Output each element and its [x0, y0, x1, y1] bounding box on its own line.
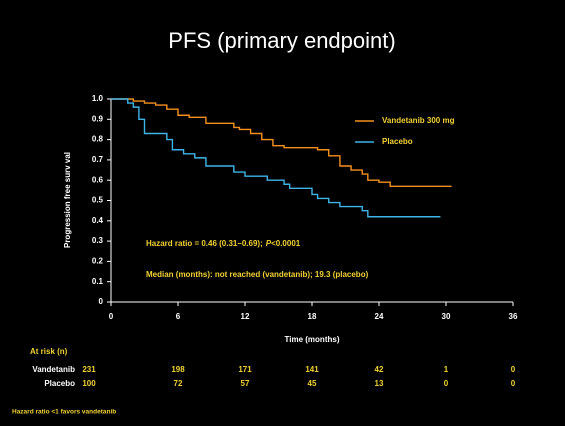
p-value: <0.0001 — [271, 239, 301, 248]
median-note: Median (months): not reached (vandetanib… — [146, 270, 369, 279]
y-tick-label: 0.1 — [92, 277, 104, 286]
x-tick-label: 24 — [375, 312, 384, 321]
y-tick-label: 0.4 — [92, 216, 104, 225]
at-risk-count: 72 — [174, 379, 183, 388]
at-risk-count: 171 — [238, 365, 252, 374]
at-risk-title: At risk (n) — [30, 347, 68, 356]
y-tick-label: 0.7 — [92, 155, 104, 164]
hazard-ratio: Hazard ratio = 0.46 (0.31–0.69); P<0.0001 — [146, 239, 301, 248]
at-risk-count: 13 — [375, 379, 384, 388]
at-risk-count: 231 — [82, 365, 96, 374]
y-tick-label: 0 — [99, 297, 104, 306]
legend-label: Placebo — [382, 137, 413, 146]
at-risk-count: 1 — [444, 365, 449, 374]
x-tick-label: 36 — [509, 312, 518, 321]
y-tick-label: 0.5 — [92, 196, 104, 205]
at-risk-count: 100 — [82, 379, 96, 388]
at-risk-count: 0 — [511, 365, 516, 374]
x-tick-label: 18 — [308, 312, 317, 321]
at-risk-name: Placebo — [44, 379, 75, 388]
y-tick-label: 0.9 — [92, 114, 104, 123]
chart-title: PFS (primary endpoint) — [168, 28, 395, 53]
footnote: Hazard ratio <1 favors vandetanib — [12, 409, 116, 416]
y-tick-label: 0.8 — [92, 135, 104, 144]
x-tick-label: 0 — [109, 312, 114, 321]
y-tick-label: 1.0 — [92, 94, 104, 103]
x-tick-label: 30 — [442, 312, 451, 321]
at-risk-count: 0 — [444, 379, 449, 388]
at-risk-name: Vandetanib — [32, 365, 75, 374]
at-risk-count: 45 — [308, 379, 317, 388]
at-risk-count: 198 — [171, 365, 185, 374]
legend-label: Vandetanib 300 mg — [382, 116, 455, 125]
km-curve — [111, 98, 452, 187]
y-tick-label: 0.3 — [92, 236, 104, 245]
at-risk-count: 42 — [375, 365, 384, 374]
at-risk-count: 0 — [511, 379, 516, 388]
y-tick-label: 0.6 — [92, 175, 104, 184]
at-risk-count: 57 — [241, 379, 250, 388]
y-tick-label: 0.2 — [92, 257, 104, 266]
p-label: P — [266, 239, 272, 248]
y-axis-label: Progression free surv val — [63, 152, 72, 248]
hazard-ratio-text: Hazard ratio = 0.46 (0.31–0.69); — [146, 239, 263, 248]
x-axis-label: Time (months) — [285, 335, 340, 344]
x-tick-label: 12 — [241, 312, 250, 321]
x-tick-label: 6 — [176, 312, 181, 321]
at-risk-count: 141 — [305, 365, 319, 374]
km-curve — [111, 98, 441, 218]
